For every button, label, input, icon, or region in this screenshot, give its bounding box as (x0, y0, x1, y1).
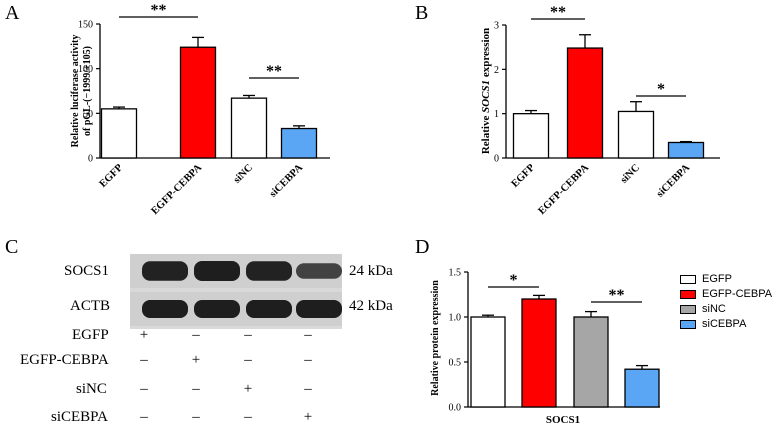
bar (566, 47, 604, 159)
significance-label: ** (609, 287, 625, 304)
condition-sign: + (243, 381, 253, 397)
x-tick-label: EGFP-CEBPA (149, 162, 204, 217)
actb-band (194, 300, 240, 318)
y-tick-label: 0 (88, 154, 93, 165)
blot-label-actb: ACTB (70, 298, 111, 314)
significance-label: ** (550, 4, 566, 21)
western-blot-panel: SOCS1 ACTB 24 kDa 42 kDa EGFP EGFP-CEBPA… (0, 240, 400, 431)
bar (624, 368, 660, 408)
condition-sign: – (192, 327, 200, 343)
significance-label: ** (151, 2, 167, 19)
bar (230, 97, 268, 159)
bar (100, 108, 138, 159)
actb-band (142, 300, 188, 318)
panel-letter-c: C (5, 236, 19, 258)
y-axis-label: Relative luciferase activity (70, 35, 81, 148)
bar (667, 141, 705, 159)
bar (470, 316, 506, 408)
condition-sign: – (140, 381, 148, 397)
chart-d: 0.00.51.01.5 ***Relative protein expressi… (430, 268, 660, 426)
condition-sign: – (244, 352, 252, 368)
x-axis-label: SOCS1 (546, 414, 580, 426)
y-tick-label: 0 (494, 154, 499, 165)
bar (573, 316, 609, 408)
condition-sign: – (192, 381, 200, 397)
y-axis-label: of pGL-(−1999/+105) (82, 46, 93, 136)
legend-swatch (680, 274, 696, 284)
blot-image (130, 254, 342, 329)
panel-letter-b: B (415, 2, 429, 24)
y-tick-label: 0.0 (449, 403, 462, 414)
x-tick-label: siNC (619, 162, 642, 185)
y-tick-label: 0.5 (449, 358, 462, 369)
condition-sign: – (244, 327, 252, 343)
y-tick-label: 3 (494, 21, 499, 32)
condition-label-egfp: EGFP (72, 327, 109, 343)
condition-sign: – (244, 409, 252, 425)
legend-item: siNC (680, 303, 772, 315)
condition-sign: – (140, 409, 148, 425)
condition-sign: – (140, 352, 148, 368)
condition-label-sinc: siNC (76, 381, 107, 397)
y-tick-label: 50 (83, 109, 93, 120)
y-tick-label: 150 (78, 20, 93, 31)
x-tick-label: EGFP (510, 162, 538, 190)
blot-size-actb: 42 kDa (349, 298, 393, 314)
x-tick-label: EGFP-CEBPA (536, 162, 591, 217)
blot-size-socs1: 24 kDa (349, 263, 393, 279)
y-tick-label: 2 (494, 65, 499, 76)
condition-label-egfp-cebpa: EGFP-CEBPA (20, 352, 109, 368)
y-tick-label: 100 (78, 64, 93, 75)
y-tick-label: 1.5 (449, 268, 462, 279)
bar (617, 110, 655, 159)
legend-item: EGFP (680, 273, 772, 285)
significance-label: ** (266, 63, 282, 80)
legend-item: siCEBPA (680, 318, 772, 330)
bar (179, 46, 217, 159)
y-axis-label: Relative protein expression (430, 280, 441, 396)
socs1-band (246, 261, 292, 281)
condition-sign: – (304, 327, 312, 343)
condition-sign: – (192, 409, 200, 425)
bar (521, 298, 557, 408)
y-tick-label: 1 (494, 109, 499, 120)
actb-band (246, 300, 292, 318)
panel-letter-d: D (415, 236, 430, 258)
condition-sign: + (303, 409, 313, 425)
condition-sign: + (139, 327, 149, 343)
condition-sign: + (191, 352, 201, 368)
legend-swatch (680, 289, 696, 299)
condition-sign: – (304, 381, 312, 397)
x-tick-label: siCEBPA (655, 162, 693, 200)
significance-label: * (657, 81, 665, 98)
socs1-band (194, 261, 240, 281)
panel-letter-a: A (5, 2, 20, 24)
x-tick-label: siCEBPA (268, 162, 306, 200)
blot-label-socs1: SOCS1 (64, 263, 110, 279)
x-tick-label: siNC (232, 162, 255, 185)
y-axis-label: Relative SOCS1 expression (480, 28, 492, 154)
legend-d: EGFP EGFP-CEBPA siNC siCEBPA (680, 273, 772, 330)
bar (512, 113, 550, 159)
legend-swatch (680, 319, 696, 329)
bar (280, 127, 318, 159)
chart-a: 0 50 100 150 ** ** EGFP EGFP-CEBPA siNC siCEBPA Re… (70, 2, 330, 217)
condition-label-sicebpa: siCEBPA (51, 409, 108, 425)
legend-swatch (680, 304, 696, 314)
x-tick-label: EGFP (98, 162, 126, 190)
y-tick-label: 1.0 (449, 313, 462, 324)
condition-sign: – (304, 352, 312, 368)
socs1-band (142, 261, 188, 281)
legend-item: EGFP-CEBPA (680, 288, 772, 300)
actb-band (296, 300, 342, 318)
significance-label: * (510, 272, 518, 289)
socs1-band (296, 263, 342, 279)
